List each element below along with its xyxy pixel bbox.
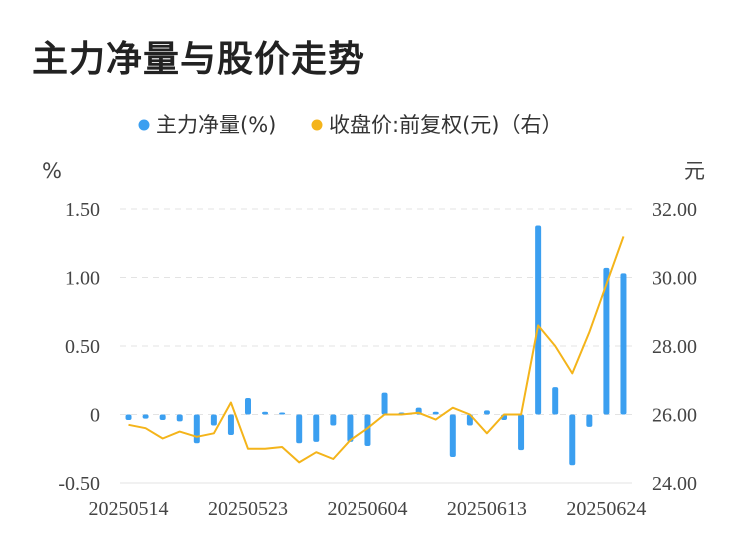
x-tick-label: 20250514	[89, 498, 169, 520]
bar	[313, 414, 320, 442]
bar	[142, 414, 149, 419]
price-line	[128, 236, 625, 464]
bar	[449, 414, 456, 457]
right-tick-label: 28.00	[652, 336, 697, 358]
legend-bar-label: 主力净量(%)	[156, 113, 276, 137]
legend-line-label: 收盘价:前复权(元)（右）	[329, 113, 562, 137]
x-tick-label: 20250613	[447, 498, 527, 520]
bar	[125, 414, 132, 420]
bar	[296, 414, 303, 444]
line-series	[128, 236, 625, 464]
bar	[483, 410, 490, 415]
bar	[227, 414, 234, 436]
right-axis-ticks: 24.00 26.00 28.00 30.00 32.00	[652, 199, 697, 495]
legend: 主力净量(%) 收盘价:前复权(元)（右）	[138, 113, 562, 137]
left-tick-label: -0.50	[58, 473, 100, 495]
x-tick-label: 20250523	[208, 498, 288, 520]
x-tick-label: 20250624	[566, 498, 646, 520]
bar	[518, 414, 525, 451]
bar	[262, 411, 269, 415]
bar-series	[125, 225, 627, 466]
right-tick-label: 26.00	[652, 405, 697, 427]
bar	[347, 414, 354, 442]
x-axis-ticks: 20250514 20250523 20250604 20250613 20250624	[89, 498, 647, 520]
bar	[245, 398, 251, 415]
bar	[279, 412, 286, 415]
bar	[364, 414, 371, 447]
bar	[210, 414, 217, 426]
left-tick-label: 0.50	[65, 336, 100, 358]
bar	[535, 225, 542, 415]
legend-bar-marker	[138, 119, 150, 131]
chart-title: 主力净量与股价走势	[32, 39, 366, 80]
bar	[330, 414, 337, 426]
x-tick-label: 20250604	[327, 498, 407, 520]
bar	[432, 411, 439, 415]
bar	[569, 414, 576, 466]
bar	[552, 387, 559, 415]
bar	[603, 267, 610, 415]
bar	[586, 414, 593, 427]
bar	[381, 392, 388, 415]
bar	[159, 414, 166, 420]
left-axis-unit: %	[42, 159, 62, 183]
left-tick-label: 0	[90, 405, 100, 427]
right-tick-label: 32.00	[652, 199, 697, 221]
legend-line-marker	[311, 119, 323, 131]
bar	[176, 414, 183, 422]
right-axis-unit: 元	[684, 159, 705, 183]
left-axis-ticks: -0.50 0 0.50 1.00 1.50	[58, 199, 100, 495]
left-tick-label: 1.50	[65, 199, 100, 221]
right-tick-label: 30.00	[652, 268, 697, 290]
left-tick-label: 1.00	[65, 268, 100, 290]
bar	[193, 414, 200, 444]
bar	[620, 273, 627, 415]
grid-lines	[120, 208, 632, 484]
right-tick-label: 24.00	[652, 473, 697, 495]
